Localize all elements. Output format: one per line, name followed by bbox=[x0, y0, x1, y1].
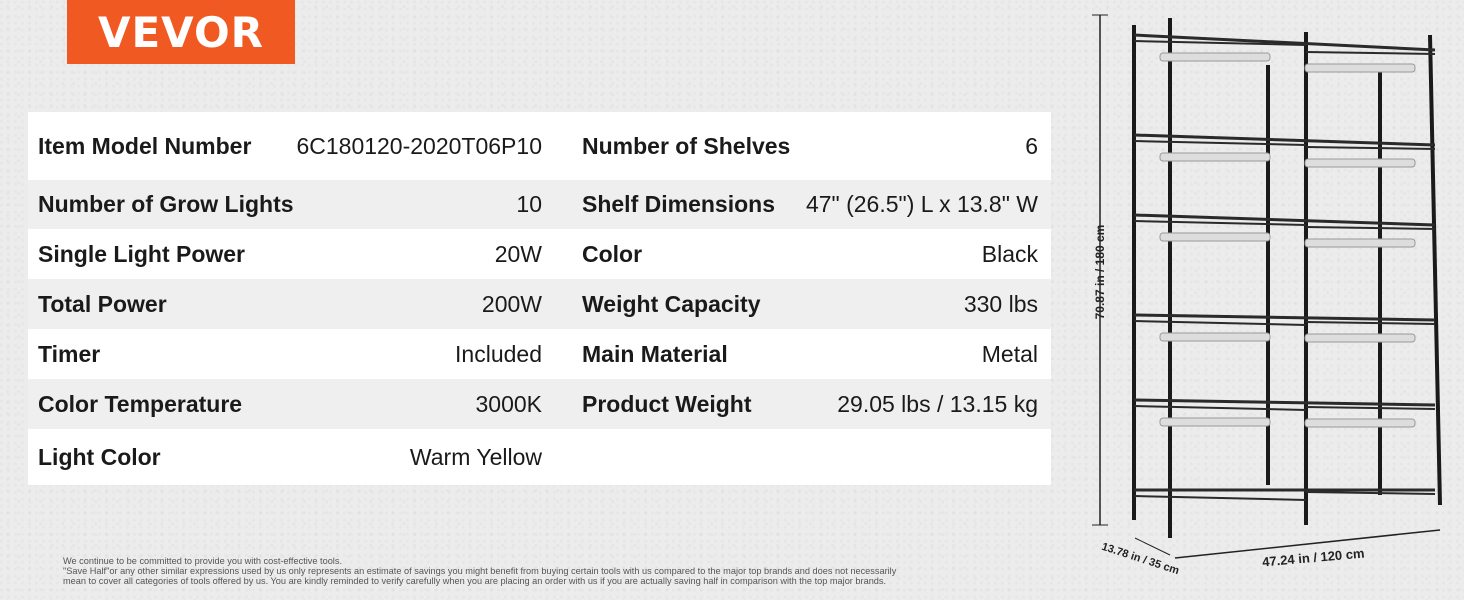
spec-value: 20W bbox=[494, 240, 542, 267]
spec-table: Item Model Number 6C180120-2020T06P10 Numb… bbox=[28, 112, 1051, 485]
spec-label: Main Material bbox=[582, 340, 728, 367]
spec-row: Timer Included Main Material Metal bbox=[28, 329, 1051, 379]
spec-cell: Weight Capacity 330 lbs bbox=[582, 279, 1038, 329]
spec-row: Total Power 200W Weight Capacity 330 lbs bbox=[28, 279, 1051, 329]
spec-row: Color Temperature 3000K Product Weight 29.0… bbox=[28, 379, 1051, 429]
spec-cell: Product Weight 29.05 lbs / 13.15 kg bbox=[582, 379, 1038, 429]
spec-value: Included bbox=[455, 340, 542, 367]
spec-cell: Timer Included bbox=[38, 329, 542, 379]
spec-value: 3000K bbox=[475, 390, 542, 417]
spec-label: Total Power bbox=[38, 290, 167, 317]
spec-value: Warm Yellow bbox=[409, 443, 542, 470]
spec-cell: Color Temperature 3000K bbox=[38, 379, 542, 429]
spec-value: 29.05 lbs / 13.15 kg bbox=[837, 390, 1038, 417]
spec-label: Timer bbox=[38, 340, 101, 367]
spec-label: Single Light Power bbox=[38, 240, 246, 267]
spec-cell: Total Power 200W bbox=[38, 279, 542, 329]
disclaimer: We continue to be committed to provide y… bbox=[63, 556, 897, 586]
spec-value: 6C180120-2020T06P10 bbox=[296, 132, 542, 159]
spec-cell: Number of Grow Lights 10 bbox=[38, 180, 542, 229]
spec-value: 47" (26.5") L x 13.8" W bbox=[805, 191, 1038, 217]
spec-cell: Light Color Warm Yellow bbox=[38, 429, 542, 485]
spec-row: Item Model Number 6C180120-2020T06P10 Numb… bbox=[28, 112, 1051, 180]
spec-label: Number of Grow Lights bbox=[38, 191, 294, 217]
spec-row: Single Light Power 20W Color Black bbox=[28, 229, 1051, 279]
spec-row: Number of Grow Lights 10 Shelf Dimensions 4… bbox=[28, 180, 1051, 229]
spec-cell: Number of Shelves 6 bbox=[582, 112, 1038, 180]
grow-shelf-rack-image bbox=[1092, 14, 1442, 559]
vevor-logo: VEVOR bbox=[67, 0, 295, 64]
spec-value: 330 lbs bbox=[963, 290, 1038, 317]
spec-label: Weight Capacity bbox=[582, 290, 761, 317]
spec-value: 6 bbox=[1025, 132, 1038, 159]
spec-cell: Color Black bbox=[582, 229, 1038, 279]
spec-value: 10 bbox=[516, 191, 542, 217]
spec-cell: Shelf Dimensions 47" (26.5") L x 13.8" W bbox=[582, 180, 1038, 229]
spec-row: Light Color Warm Yellow bbox=[28, 429, 1051, 485]
spec-label: Item Model Number bbox=[38, 132, 252, 159]
height-dimension: 70.87 in / 180 cm bbox=[1093, 224, 1107, 320]
spec-label: Number of Shelves bbox=[582, 132, 791, 159]
spec-label: Light Color bbox=[38, 443, 161, 470]
spec-label: Product Weight bbox=[582, 390, 752, 417]
spec-cell: Single Light Power 20W bbox=[38, 229, 542, 279]
spec-cell: Main Material Metal bbox=[582, 329, 1038, 379]
spec-cell: Item Model Number 6C180120-2020T06P10 bbox=[38, 112, 542, 180]
spec-label: Color bbox=[582, 240, 643, 267]
spec-label: Shelf Dimensions bbox=[582, 191, 775, 217]
spec-value: Black bbox=[981, 240, 1038, 267]
spec-value: 200W bbox=[481, 290, 542, 317]
spec-label: Color Temperature bbox=[38, 390, 243, 417]
spec-value: Metal bbox=[981, 340, 1038, 367]
